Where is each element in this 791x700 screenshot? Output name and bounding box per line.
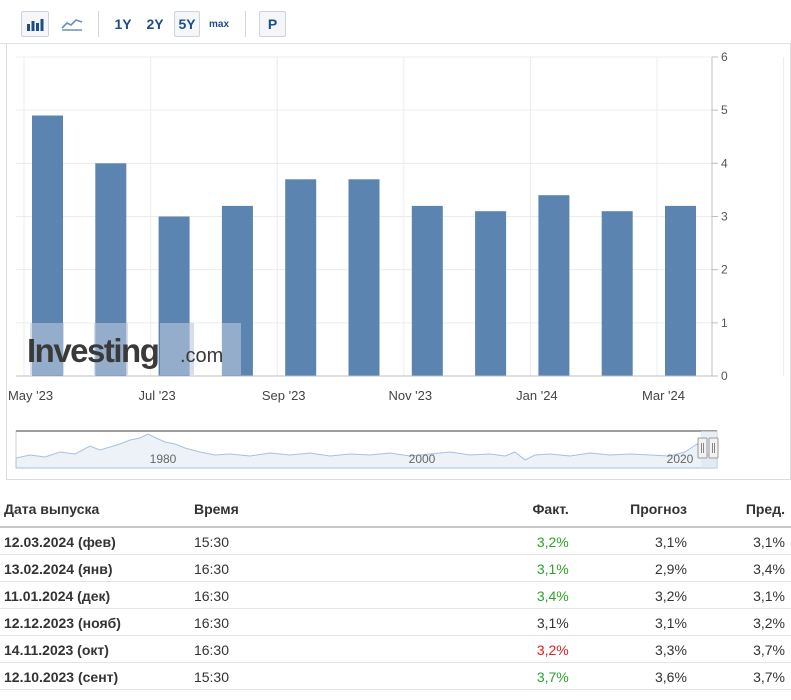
x-tick-label: Jul '23	[139, 388, 176, 403]
actual-cell: 3,1%	[426, 608, 569, 636]
bar[interactable]	[665, 205, 696, 376]
bar[interactable]	[348, 179, 380, 376]
watermark: Investing .com	[27, 323, 241, 375]
header-forecast[interactable]: Прогноз	[568, 497, 687, 528]
bar-chart: Investing .com 0 1 2 3 4 5 6 May '23 Jul '23 Sep…	[8, 50, 785, 403]
range-navigator[interactable]: 1980 2000 2020	[0, 0, 791, 480]
release-date-cell: 12.10.2023 (сент)	[0, 662, 194, 690]
time-cell: 16:30	[193, 581, 427, 609]
release-date-cell: 11.01.2024 (дек)	[0, 581, 194, 609]
x-tick-label: Jan '24	[516, 388, 558, 403]
forecast-cell: 3,6%	[568, 662, 687, 690]
header-time[interactable]: Время	[193, 497, 427, 528]
actual-cell: 3,4%	[426, 581, 569, 609]
navigator-series	[15, 433, 718, 469]
y-tick-label: 2	[721, 263, 728, 277]
release-date-cell: 12.12.2023 (нояб)	[0, 608, 194, 636]
y-tick-label: 1	[721, 316, 728, 330]
navigator-handle-right[interactable]	[708, 437, 719, 459]
previous-cell: 3,4%	[686, 554, 791, 582]
previous-cell: 3,2%	[686, 608, 791, 636]
previous-cell: 3,7%	[686, 662, 791, 690]
range-5y-button[interactable]: 5Y	[174, 11, 200, 37]
previous-cell: 3,1%	[686, 581, 791, 609]
bar[interactable]	[475, 211, 507, 376]
p-button[interactable]: P	[259, 11, 286, 37]
forecast-cell: 3,1%	[568, 527, 687, 555]
actual-cell: 3,2%	[426, 635, 569, 663]
navigator-label: 2000	[409, 452, 436, 466]
table-row: 12.03.2024 (фев) 15:30 3,2% 3,1% 3,1%	[0, 527, 791, 555]
line-chart-icon	[61, 19, 83, 31]
time-cell: 15:30	[193, 527, 427, 555]
economic-calendar-table: Дата выпуска Время Факт. Прогноз Пред. 1…	[0, 497, 791, 690]
navigator-label: 2020	[667, 452, 694, 466]
header-actual[interactable]: Факт.	[426, 497, 569, 528]
range-2y-button[interactable]: 2Y	[146, 16, 164, 32]
actual-cell: 3,7%	[426, 662, 569, 690]
time-cell: 16:30	[193, 554, 427, 582]
y-tick-label: 0	[721, 369, 728, 383]
x-tick-label: Nov '23	[388, 388, 432, 403]
actual-cell: 3,1%	[426, 554, 569, 582]
bar[interactable]	[411, 205, 443, 376]
release-date-cell: 13.02.2024 (янв)	[0, 554, 194, 582]
table-header-row: Дата выпуска Время Факт. Прогноз Пред.	[0, 497, 791, 528]
range-max-button[interactable]: max	[208, 18, 229, 30]
forecast-cell: 3,2%	[568, 581, 687, 609]
navigator-label: 1980	[150, 452, 177, 466]
time-cell: 15:30	[193, 662, 427, 690]
chart-toolbar: 1Y 2Y 5Y max P	[0, 0, 791, 44]
release-date-cell: 14.11.2023 (окт)	[0, 635, 194, 663]
forecast-cell: 2,9%	[568, 554, 687, 582]
table-row: 14.11.2023 (окт) 16:30 3,2% 3,3% 3,7%	[0, 635, 791, 663]
header-previous[interactable]: Пред.	[686, 497, 791, 528]
line-chart-button[interactable]	[57, 11, 87, 37]
x-tick-label: Sep '23	[262, 388, 306, 403]
toolbar-divider	[245, 11, 246, 37]
x-tick-label: Mar '24	[642, 388, 685, 403]
bar[interactable]	[601, 211, 633, 376]
bar-chart-icon	[27, 19, 44, 31]
actual-cell: 3,2%	[426, 527, 569, 555]
table-row: 12.10.2023 (сент) 15:30 3,7% 3,6% 3,7%	[0, 662, 791, 690]
forecast-cell: 3,1%	[568, 608, 687, 636]
table-row: 11.01.2024 (дек) 16:30 3,4% 3,2% 3,1%	[0, 581, 791, 609]
range-1y-button[interactable]: 1Y	[114, 16, 132, 32]
watermark-domain: .com	[180, 345, 223, 367]
y-tick-label: 5	[721, 103, 728, 117]
time-cell: 16:30	[193, 635, 427, 663]
toolbar-divider	[98, 11, 99, 37]
watermark-brand: Investing	[27, 332, 158, 369]
y-tick-label: 6	[721, 50, 728, 64]
time-cell: 16:30	[193, 608, 427, 636]
bar[interactable]	[538, 195, 570, 376]
previous-cell: 3,7%	[686, 635, 791, 663]
bar[interactable]	[285, 179, 317, 376]
bar-chart-button[interactable]	[21, 11, 49, 37]
x-tick-label: May '23	[8, 388, 53, 403]
navigator-handle-left[interactable]	[697, 437, 708, 459]
release-date-cell: 12.03.2024 (фев)	[0, 527, 194, 555]
y-tick-label: 4	[721, 156, 728, 170]
table-row: 13.02.2024 (янв) 16:30 3,1% 2,9% 3,4%	[0, 554, 791, 582]
forecast-cell: 3,3%	[568, 635, 687, 663]
header-release-date[interactable]: Дата выпуска	[0, 497, 194, 528]
previous-cell: 3,1%	[686, 527, 791, 555]
table-row: 12.12.2023 (нояб) 16:30 3,1% 3,1% 3,2%	[0, 608, 791, 636]
y-tick-label: 3	[721, 210, 728, 224]
